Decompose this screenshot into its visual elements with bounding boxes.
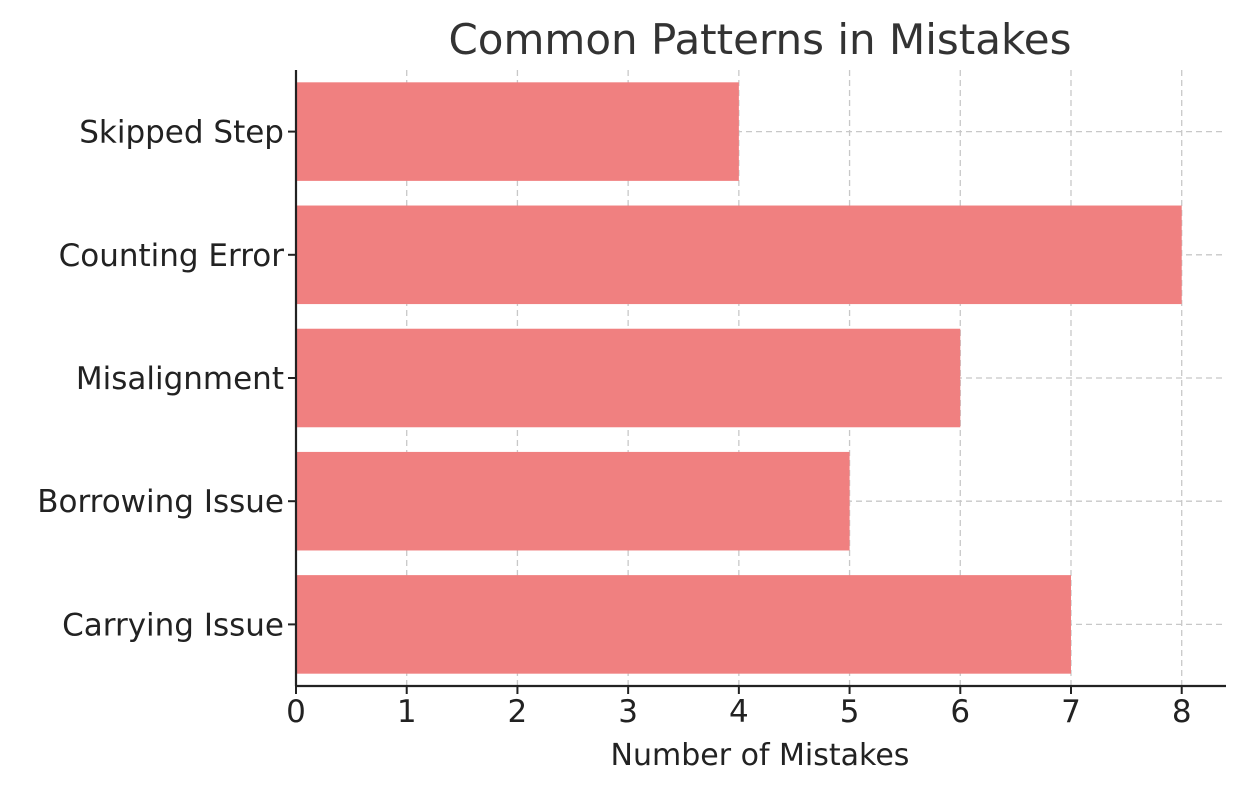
- x-tick-label: 6: [950, 694, 970, 730]
- axes: [288, 70, 1226, 694]
- x-tick-label: 1: [397, 694, 417, 730]
- x-tick-label: 5: [840, 694, 860, 730]
- category-label: Skipped Step: [79, 115, 284, 151]
- category-label: Misalignment: [76, 361, 284, 397]
- x-tick-label: 7: [1061, 694, 1081, 730]
- x-tick-label: 8: [1172, 694, 1192, 730]
- category-label: Borrowing Issue: [37, 484, 284, 520]
- category-label: Counting Error: [59, 238, 285, 274]
- labels: 0 1 2 3 4 5 6 7 8 Carrying Issue Borrowing Issue Mi…: [37, 115, 1191, 730]
- x-tick-label: 3: [618, 694, 638, 730]
- x-axis-title: Number of Mistakes: [611, 738, 910, 773]
- bar: [296, 575, 1071, 674]
- x-tick-label: 4: [729, 694, 749, 730]
- chart-title: Common Patterns in Mistakes: [448, 15, 1071, 64]
- bar: [296, 451, 850, 551]
- x-tick-label: 0: [286, 694, 306, 730]
- bars: [296, 82, 1182, 674]
- category-label: Carrying Issue: [62, 607, 284, 643]
- bar: [296, 82, 739, 181]
- bar: [296, 328, 961, 428]
- x-tick-label: 2: [508, 694, 528, 730]
- bar: [296, 205, 1182, 305]
